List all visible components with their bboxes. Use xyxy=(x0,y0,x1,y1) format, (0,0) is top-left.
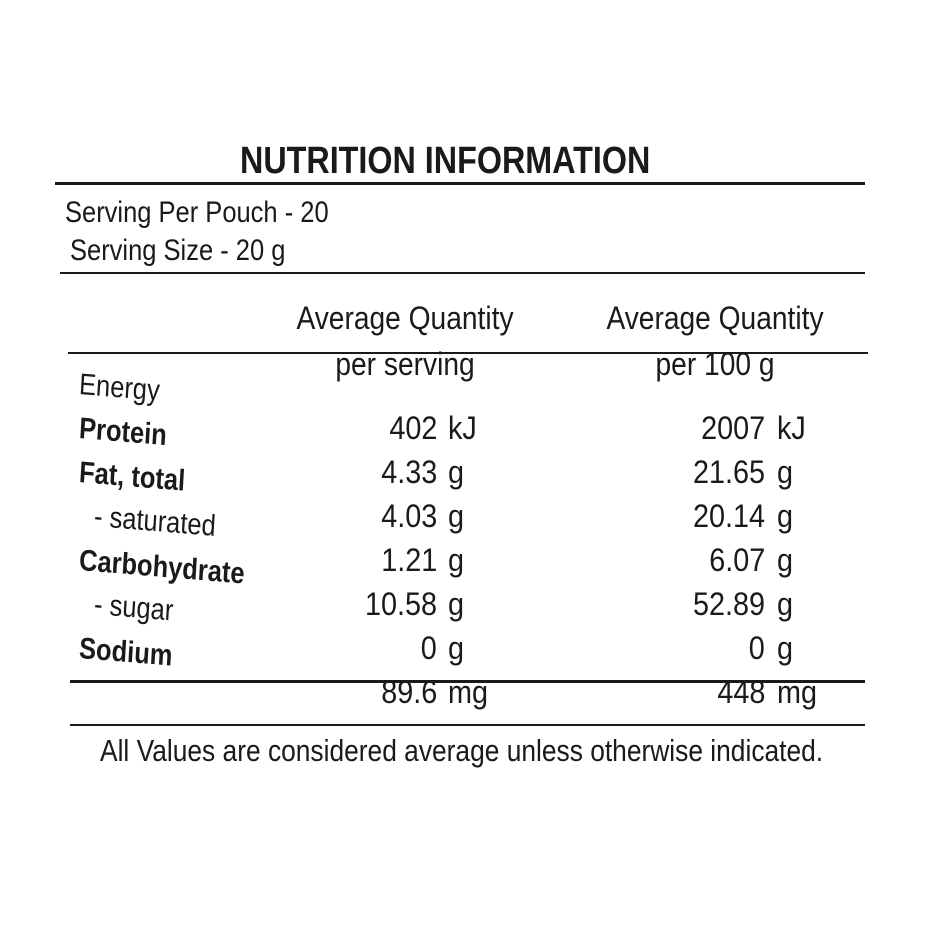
column-header: per serving xyxy=(335,346,475,382)
per-serving-value: 4.33 xyxy=(380,454,437,490)
per-serving-unit: g xyxy=(448,542,465,578)
per-serving-value: 89.6 xyxy=(380,674,437,710)
per-serving-unit: g xyxy=(448,630,465,666)
per-100g-value: 6.07 xyxy=(708,542,765,578)
serving-per-pouch: Serving Per Pouch - 20 xyxy=(65,196,329,229)
per-100g-value: 20.14 xyxy=(692,498,765,534)
row-label: Fat, total xyxy=(78,456,187,498)
row-label: Energy xyxy=(78,368,161,408)
per-serving-unit: kJ xyxy=(448,410,477,446)
rule xyxy=(55,182,865,185)
row-label: - saturated xyxy=(93,500,217,543)
per-serving-value: 402 xyxy=(388,410,437,446)
per-100g-value: 0 xyxy=(748,630,765,666)
per-serving-value: 4.03 xyxy=(380,498,437,534)
per-100g-unit: g xyxy=(777,542,794,578)
column-header: Average Quantity xyxy=(606,300,824,336)
rule xyxy=(68,352,868,354)
per-100g-unit: g xyxy=(777,454,794,490)
title: NUTRITION INFORMATION xyxy=(240,140,651,182)
column-header: Average Quantity xyxy=(296,300,514,336)
per-serving-unit: g xyxy=(448,586,465,622)
serving-size: Serving Size - 20 g xyxy=(70,234,286,267)
per-100g-unit: g xyxy=(777,630,794,666)
rule xyxy=(70,724,865,726)
per-100g-value: 52.89 xyxy=(692,586,765,622)
per-100g-value: 448 xyxy=(716,674,765,710)
footer-note: All Values are considered average unless… xyxy=(100,733,824,768)
per-100g-unit: kJ xyxy=(777,410,806,446)
row-label: Carbohydrate xyxy=(78,544,246,591)
per-100g-unit: mg xyxy=(777,674,818,710)
row-label: Protein xyxy=(78,412,168,453)
per-100g-value: 21.65 xyxy=(692,454,765,490)
rule xyxy=(60,272,865,274)
per-serving-unit: g xyxy=(448,498,465,534)
per-serving-unit: g xyxy=(448,454,465,490)
per-serving-unit: mg xyxy=(448,674,489,710)
per-100g-unit: g xyxy=(777,498,794,534)
per-100g-value: 2007 xyxy=(700,410,765,446)
rule xyxy=(70,680,865,683)
per-serving-value: 0 xyxy=(420,630,437,666)
per-serving-value: 10.58 xyxy=(364,586,437,622)
per-100g-unit: g xyxy=(777,586,794,622)
row-label: - sugar xyxy=(93,588,175,628)
row-label: Sodium xyxy=(78,632,174,673)
per-serving-value: 1.21 xyxy=(380,542,437,578)
column-header: per 100 g xyxy=(655,346,775,382)
